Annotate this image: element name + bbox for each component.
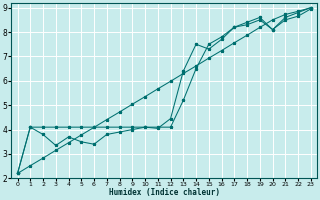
X-axis label: Humidex (Indice chaleur): Humidex (Indice chaleur) [109, 188, 220, 197]
